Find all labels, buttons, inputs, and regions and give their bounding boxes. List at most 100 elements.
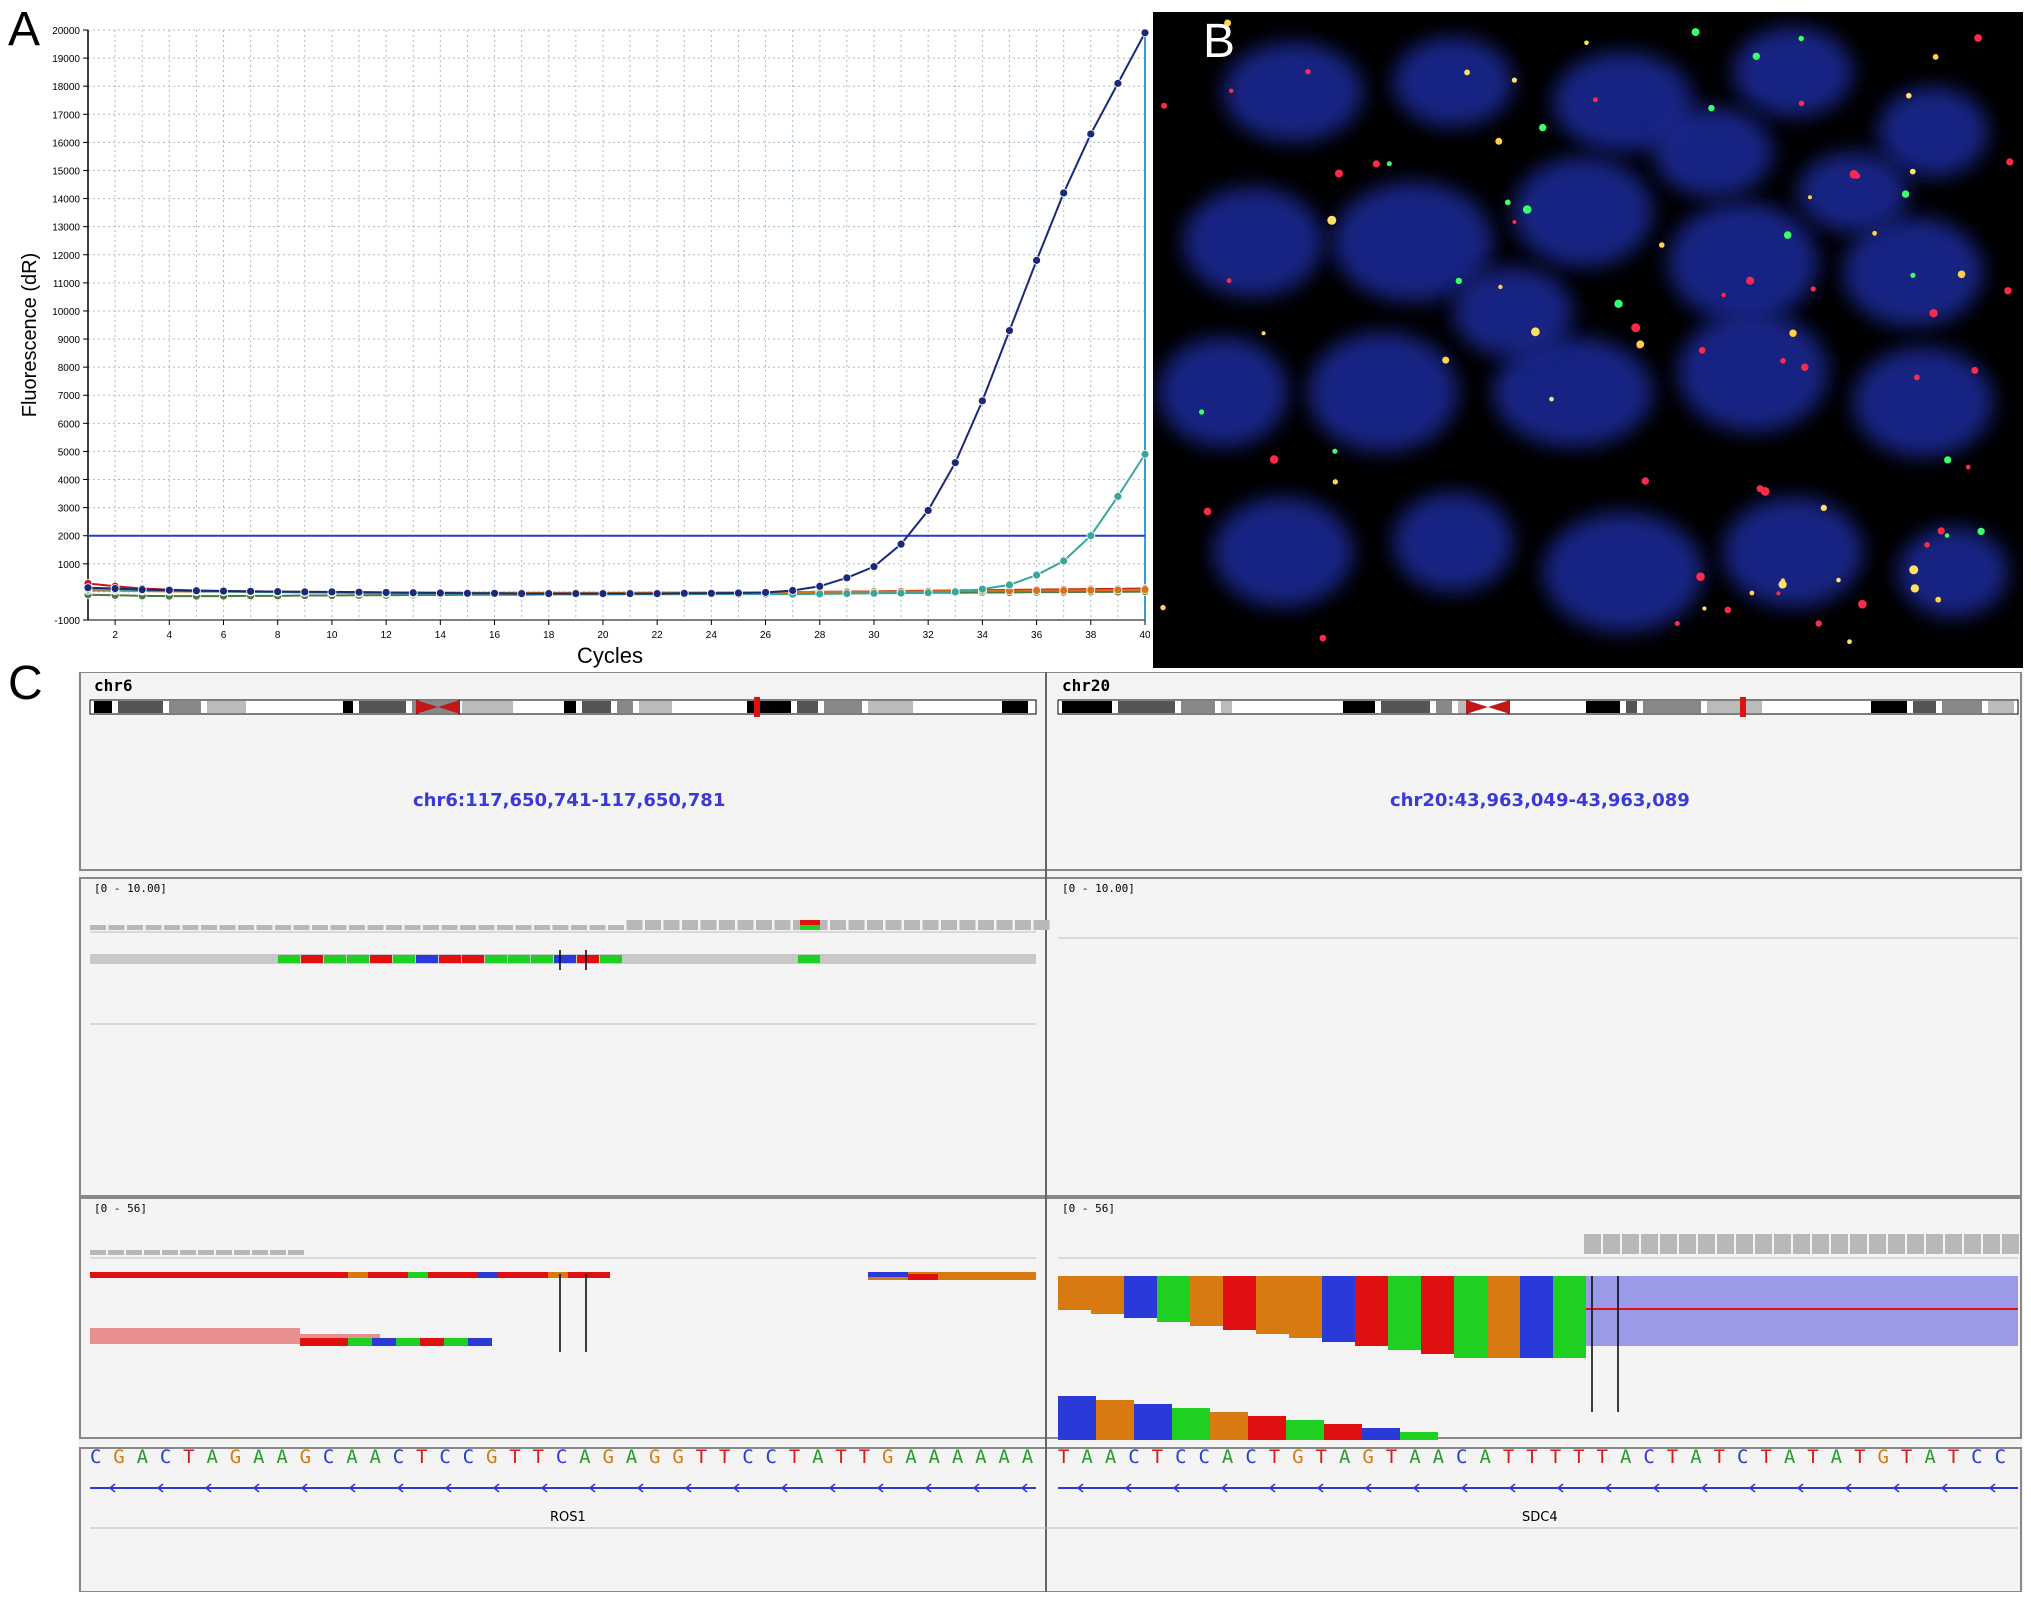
gene-strand-arrow [396, 1483, 404, 1493]
y-tick-label: 14000 [52, 195, 80, 206]
read-mismatch [1134, 1404, 1172, 1440]
read [1584, 1276, 2018, 1346]
sequence-right-base: G [1292, 1446, 1304, 1468]
ideogram-band [1436, 701, 1452, 713]
sequence-right-base: A [1830, 1446, 1843, 1468]
fish-signal [1798, 100, 1805, 107]
x-tick-label: 26 [760, 630, 772, 641]
ideogram-band [1942, 701, 1982, 713]
coverage-bar [737, 920, 754, 930]
ideogram-band [1988, 701, 2014, 713]
y-tick-label: 8000 [58, 363, 81, 374]
alignment-range-right: [0 - 56] [1062, 1202, 1115, 1215]
fish-signal [2004, 287, 2012, 295]
sequence-right-base: T [1385, 1446, 1398, 1468]
coverage-bar [423, 925, 439, 930]
sequence-left-base: C [555, 1446, 568, 1468]
locus-left[interactable]: chr6:117,650,741-117,650,781 [413, 790, 726, 811]
gene-strand-arrow [1508, 1483, 1516, 1493]
sequence-right-base: T [1807, 1446, 1819, 1468]
sequence-left-base: G [672, 1446, 684, 1468]
coverage-bar [552, 925, 569, 930]
read-mismatch [1286, 1420, 1324, 1440]
ideogram-band [564, 701, 576, 713]
gene-strand-arrow [828, 1483, 836, 1493]
ideogram-band [207, 701, 246, 713]
sequence-left-base: T [416, 1446, 428, 1468]
data-point [219, 586, 228, 596]
coverage-bar [90, 1250, 106, 1255]
y-tick-label: 12000 [52, 251, 80, 262]
gene-strand-arrow [1172, 1483, 1180, 1493]
cell-nucleus [1543, 512, 1703, 632]
y-tick-label: 5000 [58, 447, 81, 458]
fish-signal [1261, 331, 1266, 336]
fish-signal [1614, 299, 1623, 308]
read-mismatch [1520, 1276, 1553, 1358]
coverage-mismatch [800, 925, 820, 930]
fish-signal [2006, 158, 2014, 166]
sequence-left-base: A [812, 1446, 824, 1468]
ideogram-band [252, 701, 298, 713]
sequence-left-base: C [439, 1446, 451, 1468]
cell-nucleus [1213, 497, 1353, 607]
fish-signal [1539, 123, 1547, 132]
sequence-right-base: C [1643, 1446, 1655, 1468]
x-tick-label: 24 [706, 630, 718, 641]
sequence-left-base: A [253, 1446, 265, 1468]
coverage-bar [904, 920, 920, 930]
fish-signal [1801, 363, 1809, 371]
x-tick-label: 4 [167, 630, 173, 641]
read-mismatch [348, 1338, 372, 1346]
coverage-bar [1698, 1234, 1715, 1254]
sequence-right-base: A [1338, 1446, 1351, 1468]
coverage-bar [127, 925, 143, 930]
data-point [435, 588, 445, 598]
coverage-bar [645, 920, 661, 930]
locus-marker [1740, 697, 1746, 717]
coverage-bar [367, 925, 384, 930]
cell-nucleus [1878, 87, 1988, 177]
ideogram-band [639, 701, 672, 713]
fish-signal [1909, 168, 1916, 175]
panel-label-b: B [1203, 15, 1236, 68]
data-point [354, 587, 364, 597]
fish-signal [1335, 169, 1343, 178]
sequence-left-base: G [649, 1446, 661, 1468]
ideogram-band [1871, 701, 1907, 713]
ideogram-band [519, 701, 537, 713]
sequence-left-base: G [113, 1446, 125, 1468]
coverage-bar [238, 925, 254, 930]
sequence-right-base: T [1526, 1446, 1538, 1468]
sequence-right-base: T [1596, 1446, 1608, 1468]
fish-signal [1798, 35, 1804, 42]
gene-strand-arrow [1844, 1483, 1852, 1493]
coverage-bar [867, 920, 883, 930]
gene-strand-arrow [876, 1483, 884, 1493]
sequence-left-base: C [462, 1446, 475, 1468]
data-point [1113, 491, 1123, 501]
panel-label-a: A [8, 3, 41, 56]
ideogram-band [1381, 701, 1430, 713]
locus-right[interactable]: chr20:43,963,049-43,963,089 [1390, 790, 1690, 811]
read-mismatch [300, 1338, 324, 1346]
coverage-range-left: [0 - 10.00] [94, 882, 167, 895]
cell-nucleus [1158, 337, 1288, 447]
cell-nucleus [1513, 157, 1653, 267]
coverage-bar [1679, 1234, 1696, 1254]
coverage-bar [330, 925, 347, 930]
data-point [83, 583, 93, 593]
x-tick-label: 30 [868, 630, 880, 641]
data-point [463, 588, 472, 598]
coverage-bar [497, 925, 513, 930]
cell-nucleus [1733, 27, 1853, 117]
ideogram-band [1181, 701, 1215, 713]
data-point [300, 587, 310, 597]
coverage-bar [478, 925, 495, 930]
panel-label-c: C [8, 657, 43, 710]
read-mismatch [1248, 1416, 1286, 1440]
data-point [598, 589, 608, 598]
data-point [490, 588, 499, 598]
coverage-bar [386, 925, 402, 930]
